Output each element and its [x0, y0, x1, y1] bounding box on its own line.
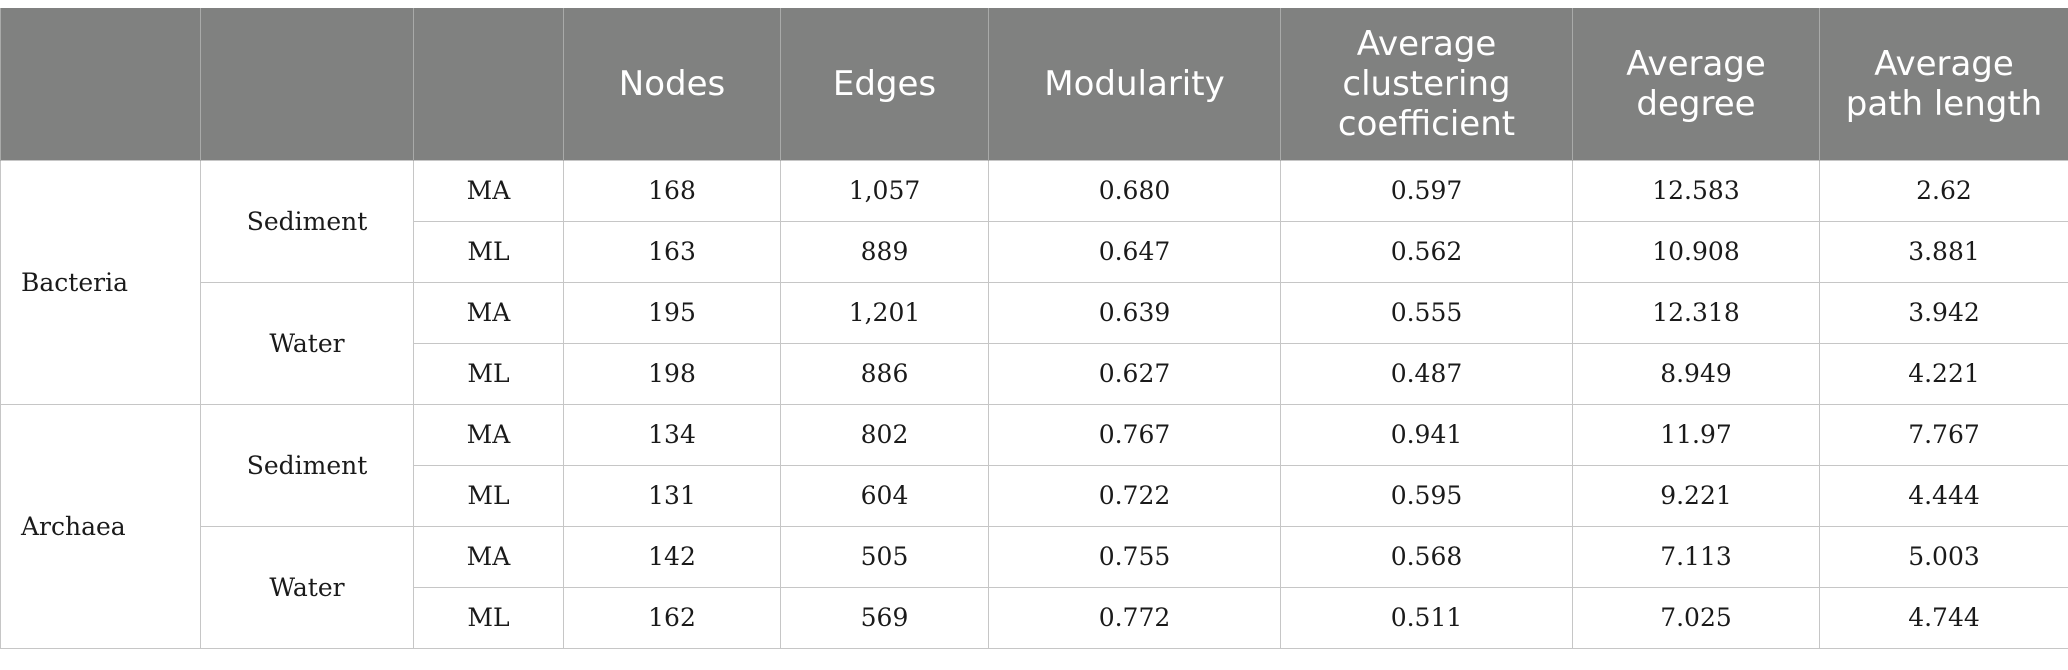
table-header: Nodes Edges Modularity Average clustering… — [0, 8, 2068, 160]
site-cell: MA — [413, 403, 564, 466]
nodes-cell: 195 — [563, 281, 781, 344]
degree-cell: 9.221 — [1572, 464, 1820, 527]
nodes-cell: 163 — [563, 220, 781, 283]
modularity-cell: 0.627 — [988, 342, 1281, 405]
modularity-cell: 0.772 — [988, 586, 1281, 649]
modularity-cell: 0.680 — [988, 159, 1281, 222]
nodes-cell: 162 — [563, 586, 781, 649]
header-modularity: Modularity — [988, 8, 1281, 160]
path-cell: 4.744 — [1819, 586, 2068, 649]
clustering-cell: 0.941 — [1280, 403, 1573, 466]
edges-cell: 886 — [780, 342, 989, 405]
edges-cell: 505 — [780, 525, 989, 588]
site-cell: MA — [413, 525, 564, 588]
table-row: ML 131 604 0.722 0.595 9.221 4.444 — [1, 464, 2068, 527]
domain-cell: Bacteria — [0, 159, 201, 405]
table-body: Bacteria Sediment MA 168 1,057 0.680 0.597 12.5… — [0, 159, 2068, 649]
modularity-cell: 0.722 — [988, 464, 1281, 527]
header-nodes: Nodes — [563, 8, 781, 160]
path-cell: 4.221 — [1819, 342, 2068, 405]
header-row: Nodes Edges Modularity Average clustering… — [0, 8, 2068, 160]
table-row: Archaea Sediment MA 134 802 0.767 0.941 11.97 7.… — [0, 403, 2068, 649]
modularity-cell: 0.647 — [988, 220, 1281, 283]
table-row: Water MA 195 1,201 0.639 0.555 12.318 3.942 — [1, 281, 2068, 405]
edges-cell: 889 — [780, 220, 989, 283]
clustering-cell: 0.595 — [1280, 464, 1573, 527]
habitat-cell: Water — [200, 525, 414, 649]
header-path-length: Average path length — [1819, 8, 2068, 160]
path-cell: 4.444 — [1819, 464, 2068, 527]
edges-cell: 1,057 — [780, 159, 989, 222]
clustering-cell: 0.597 — [1280, 159, 1573, 222]
modularity-cell: 0.767 — [988, 403, 1281, 466]
table-row: ML 162 569 0.772 0.511 7.025 4.744 — [1, 586, 2068, 649]
degree-cell: 7.025 — [1572, 586, 1820, 649]
site-cell: ML — [413, 342, 564, 405]
table-row: Water MA 142 505 0.755 0.568 7.113 5.003 — [1, 525, 2068, 649]
degree-cell: 12.583 — [1572, 159, 1820, 222]
edges-cell: 569 — [780, 586, 989, 649]
edges-cell: 604 — [780, 464, 989, 527]
path-cell: 5.003 — [1819, 525, 2068, 588]
path-cell: 3.881 — [1819, 220, 2068, 283]
path-cell: 3.942 — [1819, 281, 2068, 344]
clustering-cell: 0.487 — [1280, 342, 1573, 405]
nodes-cell: 198 — [563, 342, 781, 405]
site-cell: ML — [413, 586, 564, 649]
modularity-cell: 0.639 — [988, 281, 1281, 344]
network-properties-table: Nodes Edges Modularity Average clustering… — [0, 8, 2068, 649]
table-row: ML 198 886 0.627 0.487 8.949 4.221 — [1, 342, 2068, 405]
path-cell: 7.767 — [1819, 403, 2068, 466]
habitat-cell: Sediment — [200, 159, 414, 283]
degree-cell: 10.908 — [1572, 220, 1820, 283]
clustering-cell: 0.555 — [1280, 281, 1573, 344]
header-edges: Edges — [780, 8, 989, 160]
clustering-cell: 0.511 — [1280, 586, 1573, 649]
site-cell: MA — [413, 281, 564, 344]
site-cell: ML — [413, 464, 564, 527]
header-site — [413, 8, 564, 160]
degree-cell: 8.949 — [1572, 342, 1820, 405]
nodes-cell: 142 — [563, 525, 781, 588]
domain-cell: Archaea — [0, 403, 201, 649]
table-row: Bacteria Sediment MA 168 1,057 0.680 0.597 12.5… — [0, 159, 2068, 405]
header-degree: Average degree — [1572, 8, 1820, 160]
edges-cell: 802 — [780, 403, 989, 466]
habitat-cell: Water — [200, 281, 414, 405]
nodes-cell: 134 — [563, 403, 781, 466]
degree-cell: 12.318 — [1572, 281, 1820, 344]
modularity-cell: 0.755 — [988, 525, 1281, 588]
site-cell: ML — [413, 220, 564, 283]
clustering-cell: 0.562 — [1280, 220, 1573, 283]
site-cell: MA — [413, 159, 564, 222]
degree-cell: 11.97 — [1572, 403, 1820, 466]
path-cell: 2.62 — [1819, 159, 2068, 222]
habitat-cell: Sediment — [200, 403, 414, 527]
header-habitat — [200, 8, 414, 160]
edges-cell: 1,201 — [780, 281, 989, 344]
header-clustering: Average clustering coefficient — [1280, 8, 1573, 160]
degree-cell: 7.113 — [1572, 525, 1820, 588]
network-properties-table-container: Nodes Edges Modularity Average clustering… — [0, 8, 2068, 649]
clustering-cell: 0.568 — [1280, 525, 1573, 588]
nodes-cell: 168 — [563, 159, 781, 222]
header-domain — [0, 8, 201, 160]
nodes-cell: 131 — [563, 464, 781, 527]
